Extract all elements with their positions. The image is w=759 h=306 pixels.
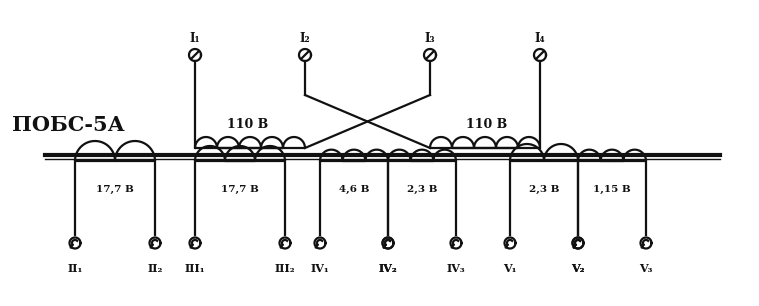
Text: II₁: II₁ xyxy=(68,263,83,274)
Text: 4,6 В: 4,6 В xyxy=(339,185,369,193)
Text: 17,7 В: 17,7 В xyxy=(96,185,134,193)
Text: 2,3 В: 2,3 В xyxy=(529,185,559,193)
Text: V₃: V₃ xyxy=(639,263,653,274)
Text: 110 В: 110 В xyxy=(228,118,269,132)
Text: IV₃: IV₃ xyxy=(446,263,465,274)
Text: IV₂: IV₂ xyxy=(379,263,398,274)
Text: I₁: I₁ xyxy=(190,32,200,45)
Text: 110 В: 110 В xyxy=(466,118,508,132)
Text: ПОБС-5А: ПОБС-5А xyxy=(12,115,124,135)
Text: V₁: V₁ xyxy=(503,263,517,274)
Text: IV₁: IV₁ xyxy=(310,263,329,274)
Text: 1,15 В: 1,15 В xyxy=(593,185,631,193)
Text: V₂: V₂ xyxy=(572,263,584,274)
Text: V₂: V₂ xyxy=(572,263,584,274)
Text: II₂: II₂ xyxy=(147,263,162,274)
Text: I₄: I₄ xyxy=(534,32,545,45)
Text: III₂: III₂ xyxy=(275,263,295,274)
Text: 17,7 В: 17,7 В xyxy=(221,185,259,193)
Text: I₂: I₂ xyxy=(300,32,310,45)
Text: III₁: III₁ xyxy=(184,263,206,274)
Text: 2,3 В: 2,3 В xyxy=(407,185,437,193)
Text: IV₂: IV₂ xyxy=(379,263,398,274)
Text: I₃: I₃ xyxy=(425,32,436,45)
